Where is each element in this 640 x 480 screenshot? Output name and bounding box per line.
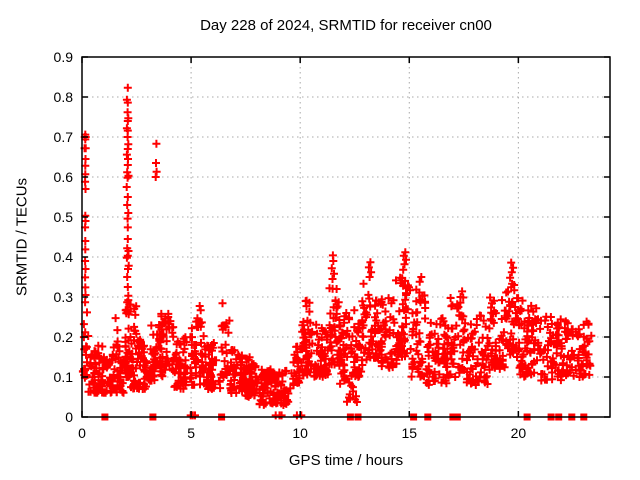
y-tick-label: 0.8 [54, 89, 74, 105]
x-tick-label: 5 [187, 425, 195, 441]
baseline-squares [101, 413, 588, 421]
y-tick-label: 0 [65, 409, 73, 425]
y-tick-label: 0.6 [54, 169, 74, 185]
x-tick-label: 0 [78, 425, 86, 441]
y-tick-label: 0.1 [54, 369, 74, 385]
plot-border [81, 56, 611, 418]
y-tick-label: 0.5 [54, 209, 74, 225]
tick-marks [81, 56, 610, 418]
y-tick-label: 0.2 [54, 329, 74, 345]
x-axis-label: GPS time / hours [288, 452, 404, 469]
y-tick-label: 0.7 [54, 129, 74, 145]
scatter-points [78, 83, 596, 420]
y-tick-label: 0.4 [54, 249, 74, 265]
chart-title: Day 228 of 2024, SRMTID for receiver cn0… [200, 17, 492, 34]
y-axis-label: SRMTID / TECUs [13, 177, 31, 297]
y-tick-label: 0.3 [54, 289, 74, 305]
x-tick-label: 15 [401, 425, 417, 441]
y-tick-label: 0.9 [54, 49, 74, 65]
x-tick-label: 10 [292, 425, 308, 441]
x-tick-label: 20 [511, 425, 527, 441]
